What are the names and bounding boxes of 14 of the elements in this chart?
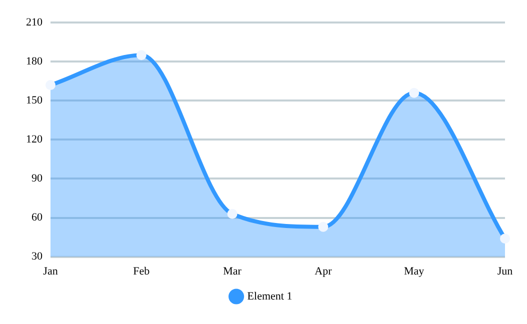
y-tick-label: 90 xyxy=(32,172,43,185)
x-tick-label: Jun xyxy=(497,265,514,278)
x-tick-label: Mar xyxy=(223,265,242,278)
y-tick-label: 30 xyxy=(32,250,43,263)
x-tick-label: Apr xyxy=(314,265,332,278)
legend-label: Element 1 xyxy=(247,290,292,302)
y-tick-label: 180 xyxy=(26,56,43,68)
x-tick-label: Jan xyxy=(43,265,58,278)
y-tick-label: 210 xyxy=(26,16,43,28)
x-tick-label: Feb xyxy=(133,265,150,278)
y-tick-label: 150 xyxy=(26,94,43,107)
x-tick-label: May xyxy=(404,265,425,278)
y-tick-label: 120 xyxy=(26,134,43,146)
y-tick-label: 60 xyxy=(32,212,43,224)
